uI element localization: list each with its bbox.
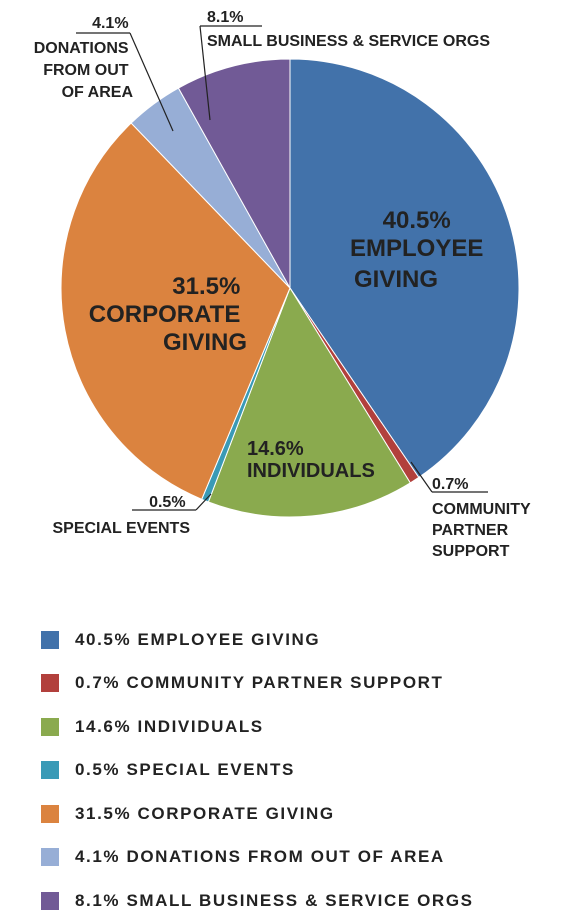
legend-swatch [41, 891, 59, 910]
legend-label: 4.1% DONATIONS FROM OUT OF AREA [75, 847, 445, 867]
legend-item-donations-out-of-area: 4.1% DONATIONS FROM OUT OF AREA [41, 836, 561, 880]
leader-line-donations [129, 32, 174, 132]
leader-line-smallbiz [199, 25, 211, 121]
legend-swatch [41, 804, 59, 823]
legend-label: 31.5% CORPORATE GIVING [75, 803, 335, 823]
pie-slice-corporate-giving [60, 122, 291, 500]
legend-label: 14.6% INDIVIDUALS [75, 716, 264, 736]
label-special-events: 0.5% SPECIAL EVENTS [52, 494, 190, 537]
legend-swatch [41, 717, 59, 736]
label-community-partner-support: 0.7% COMMUNITY PARTNER SUPPORT [432, 476, 535, 560]
label-employee-giving: 40.5% EMPLOYEE GIVING [350, 207, 490, 293]
pie-slices [60, 58, 520, 518]
legend-label: 8.1% SMALL BUSINESS & SERVICE ORGS [75, 890, 474, 910]
label-donations-out-of-area: 4.1% DONATIONS FROM OUT OF AREA [34, 15, 134, 101]
legend-item-employee-giving: 40.5% EMPLOYEE GIVING [41, 618, 561, 662]
legend-item-community-partner-support: 0.7% COMMUNITY PARTNER SUPPORT [41, 662, 561, 706]
pie-slice-employee-giving [289, 58, 520, 479]
legend-item-corporate-giving: 31.5% CORPORATE GIVING [41, 792, 561, 836]
legend-label: 0.7% COMMUNITY PARTNER SUPPORT [75, 673, 444, 693]
legend-item-small-business: 8.1% SMALL BUSINESS & SERVICE ORGS [41, 879, 561, 923]
legend-label: 0.5% SPECIAL EVENTS [75, 760, 295, 780]
leader-line-special [195, 493, 212, 511]
legend-label: 40.5% EMPLOYEE GIVING [75, 629, 321, 649]
label-small-business: 8.1% SMALL BUSINESS & SERVICE ORGS [207, 9, 490, 50]
label-corporate-giving: 31.5% CORPORATE GIVING [89, 273, 247, 356]
legend-swatch [41, 848, 59, 867]
legend-swatch [41, 630, 59, 649]
legend-swatch [41, 761, 59, 780]
leader-line-community [410, 461, 433, 493]
pie-chart: 40.5% EMPLOYEE GIVING 31.5% CORPORATE GI… [34, 9, 535, 560]
legend: 40.5% EMPLOYEE GIVING 0.7% COMMUNITY PAR… [41, 618, 561, 923]
pie-slice-small-business-service-orgs [177, 58, 291, 290]
legend-item-special-events: 0.5% SPECIAL EVENTS [41, 749, 561, 793]
legend-item-individuals: 14.6% INDIVIDUALS [41, 705, 561, 749]
label-individuals: 14.6% INDIVIDUALS [247, 438, 375, 482]
legend-swatch [41, 674, 59, 693]
pie-slice-individuals [207, 286, 411, 518]
leader-lines [76, 25, 488, 511]
